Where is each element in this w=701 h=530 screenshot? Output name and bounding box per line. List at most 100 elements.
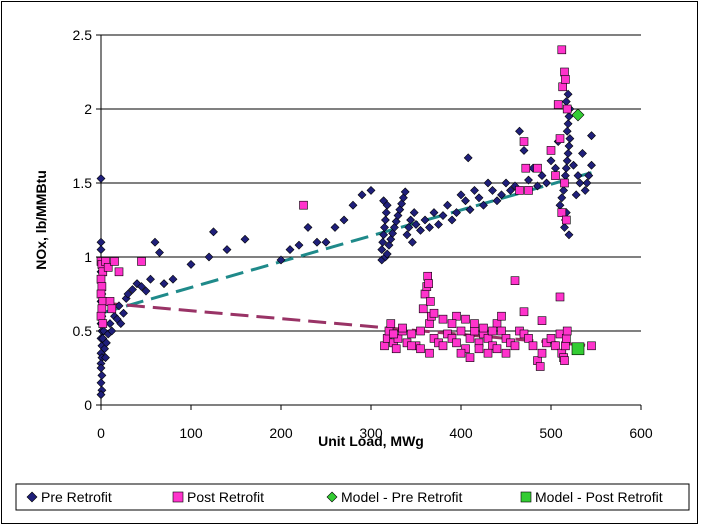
post-retrofit-point bbox=[501, 348, 511, 358]
post-retrofit-point bbox=[474, 344, 484, 354]
x-tick-label: 0 bbox=[97, 425, 105, 441]
pre-retrofit-point bbox=[312, 237, 322, 247]
post-retrofit-point bbox=[537, 316, 547, 325]
post-retrofit-point bbox=[562, 104, 572, 114]
pre-retrofit-point bbox=[425, 222, 434, 232]
pre-retrofit-point bbox=[276, 255, 286, 265]
post-retrofit-point bbox=[537, 348, 547, 358]
model-pre-retrofit-point bbox=[571, 108, 585, 122]
pre-retrofit-point bbox=[128, 285, 137, 294]
pre-retrofit-point bbox=[411, 220, 421, 229]
pre-retrofit-point bbox=[119, 308, 128, 318]
pre-retrofit-point bbox=[107, 326, 117, 336]
pre-retrofit-point bbox=[339, 215, 349, 225]
post-retrofit-point bbox=[561, 341, 570, 351]
pre-retrofit-point bbox=[240, 234, 250, 244]
post-retrofit-point bbox=[418, 304, 428, 314]
pre-retrofit-point bbox=[379, 196, 389, 206]
legend-box bbox=[15, 483, 690, 511]
pre-retrofit-point bbox=[348, 200, 358, 210]
pre-retrofit-point bbox=[584, 171, 594, 181]
y-tick-label: 2 bbox=[84, 101, 92, 117]
post-retrofit-point bbox=[391, 344, 401, 354]
post-retrofit-point bbox=[429, 334, 439, 343]
pre-retrofit-point bbox=[159, 279, 169, 289]
post-retrofit-point bbox=[546, 146, 556, 155]
pre-retrofit-point bbox=[404, 222, 414, 232]
pre-retrofit-point bbox=[559, 185, 569, 195]
post-retrofit-point bbox=[137, 257, 146, 266]
pre-retrofit-point bbox=[382, 249, 392, 259]
pre-retrofit-point bbox=[557, 193, 567, 203]
pre-retrofit-point bbox=[155, 248, 164, 257]
post-retrofit-point bbox=[456, 326, 466, 336]
pre-retrofit-point bbox=[366, 185, 376, 195]
pre-retrofit-point bbox=[101, 338, 111, 348]
pre-retrofit-point bbox=[463, 153, 473, 163]
pre-retrofit-point bbox=[380, 215, 390, 225]
post-retrofit-point bbox=[524, 186, 533, 195]
pre-retrofit-point bbox=[141, 286, 151, 296]
post-retrofit-point bbox=[461, 314, 470, 324]
pre-retrofit-point bbox=[186, 259, 196, 269]
y-tick-label: 0 bbox=[84, 397, 92, 413]
post-retrofit-point bbox=[519, 137, 529, 146]
post-retrofit-point bbox=[425, 319, 434, 328]
post-retrofit-point bbox=[492, 344, 502, 354]
legend-label: Post Retrofit bbox=[187, 489, 264, 505]
pre-retrofit-point bbox=[105, 319, 115, 329]
pre-retrofit-point bbox=[438, 211, 448, 220]
post-retrofit-point bbox=[555, 134, 565, 143]
pre-retrofit-point bbox=[452, 208, 461, 218]
pre-retrofit-point bbox=[479, 200, 488, 210]
y-tick-label: 2.5 bbox=[73, 27, 93, 43]
pre-retrofit-point bbox=[488, 185, 497, 195]
post-retrofit-point bbox=[557, 208, 567, 217]
pre-retrofit-point bbox=[563, 89, 573, 99]
pre-retrofit-point bbox=[303, 222, 313, 232]
pre-retrofit-point bbox=[400, 187, 410, 197]
pre-retrofit-point bbox=[380, 222, 389, 232]
post-retrofit-point bbox=[97, 304, 107, 314]
pre-retrofit-point bbox=[497, 190, 506, 200]
pre-retrofit-point bbox=[447, 215, 457, 225]
post-retrofit-point bbox=[389, 329, 398, 339]
pre-retrofit-point bbox=[465, 205, 475, 215]
post-retrofit-point bbox=[97, 282, 107, 291]
post-retrofit-trendline bbox=[100, 301, 592, 348]
post-retrofit-point bbox=[96, 274, 106, 284]
post-retrofit-point bbox=[483, 334, 493, 343]
pre-retrofit-point bbox=[222, 245, 232, 255]
post-retrofit-point bbox=[561, 334, 571, 343]
pre-retrofit-point bbox=[533, 181, 542, 191]
post-retrofit-point bbox=[299, 200, 308, 210]
pre-retrofit-point bbox=[560, 222, 569, 232]
post-retrofit-point bbox=[519, 307, 529, 317]
pre-retrofit-point bbox=[461, 196, 470, 206]
y-tick-labels: 0 0.5 1 1.5 2 2.5 bbox=[73, 27, 93, 413]
pre-retrofit-point bbox=[483, 178, 493, 188]
pre-retrofit-point bbox=[434, 220, 443, 229]
pre-retrofit-point bbox=[578, 148, 587, 158]
post-retrofit-point bbox=[438, 314, 448, 324]
x-tick-label: 200 bbox=[269, 425, 293, 441]
pre-retrofit-point bbox=[150, 237, 160, 247]
pre-retrofit-point bbox=[519, 146, 529, 155]
legend-label: Model - Post Retrofit bbox=[535, 489, 663, 505]
post-retrofit-point bbox=[551, 171, 560, 180]
post-retrofit-point bbox=[447, 334, 457, 343]
post-retrofit-point bbox=[560, 178, 569, 188]
post-retrofit-point bbox=[557, 45, 567, 55]
post-retrofit-point bbox=[461, 344, 470, 354]
post-retrofit-point bbox=[465, 334, 475, 343]
post-retrofit-point bbox=[497, 311, 506, 321]
post-retrofit-point bbox=[501, 334, 511, 343]
pre-retrofit-point bbox=[406, 215, 416, 225]
post-retrofit-point bbox=[96, 289, 106, 299]
post-retrofit-point bbox=[438, 341, 448, 351]
pre-retrofit-point bbox=[563, 119, 573, 129]
post-retrofit-point bbox=[423, 271, 433, 281]
post-retrofit-point bbox=[416, 344, 425, 354]
pre-retrofit-point bbox=[562, 126, 572, 136]
pre-retrofit-trendline bbox=[100, 171, 592, 315]
